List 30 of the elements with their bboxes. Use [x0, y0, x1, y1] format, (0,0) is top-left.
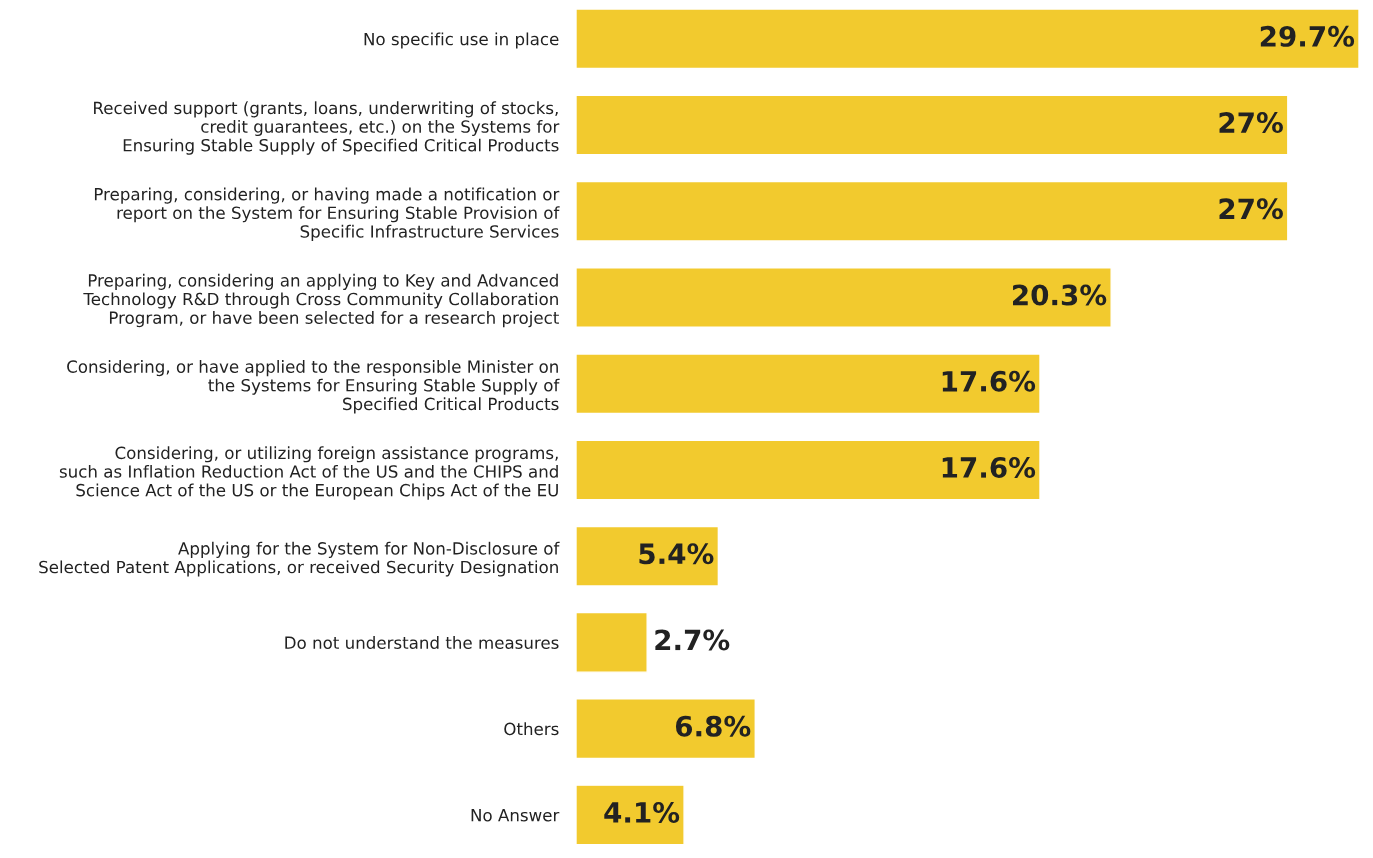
data-label: 29.7% — [1260, 25, 1355, 47]
data-label: 20.3% — [1013, 284, 1107, 306]
y-tick-label: Do not understand the measures — [285, 636, 559, 649]
bar — [576, 611, 648, 673]
bar — [576, 180, 1289, 242]
bar — [576, 353, 1041, 415]
bar — [576, 698, 756, 760]
data-label: 17.6% — [942, 370, 1036, 392]
bar — [576, 784, 685, 846]
data-label: 2.7% — [655, 629, 730, 651]
bar — [576, 525, 720, 587]
y-tick-label: Received support (grants, loans, underwriting of stocks, credit guarantees, etc.) on the Systems for Ensuring Stable Supply of Specified Critical Products — [94, 101, 560, 155]
bar — [576, 94, 1289, 156]
y-tick-label: Preparing, considering an applying to Key and Advanced Technology R&D through Cross Community Collaboration Program, or have been selected for a research project — [83, 273, 559, 328]
bar — [576, 439, 1041, 501]
data-label: 17.6% — [942, 457, 1036, 479]
bar — [576, 267, 1112, 328]
y-tick-label: Considering, or utilizing foreign assistance programs, such as Inflation Reduction Act of the US and the CHIPS and Science Act of the US or the European Chips Act of the EU — [59, 446, 558, 500]
data-label: 27% — [1219, 198, 1283, 220]
y-tick-label: No Answer — [471, 809, 560, 822]
data-label: 5.4% — [639, 543, 714, 565]
y-tick-label: No specific use in place — [364, 32, 559, 49]
bar — [576, 8, 1359, 70]
data-label: 6.8% — [675, 715, 751, 737]
data-label: 27% — [1219, 112, 1283, 134]
y-tick-label: Preparing, considering, or having made a notification or report on the System for Ensuring Stable Provision of Specific Infrastructure Services — [94, 187, 560, 241]
data-label: 4.1% — [604, 801, 680, 823]
y-tick-label: Others — [504, 722, 559, 736]
y-tick-label: Considering, or have applied to the responsible Minister on the Systems for Ensuring Stable Supply of Specified Critical Products — [67, 360, 560, 414]
y-tick-label: Applying for the System for Non-Disclosure of Selected Patent Applications, or received Security Designation — [39, 541, 560, 577]
